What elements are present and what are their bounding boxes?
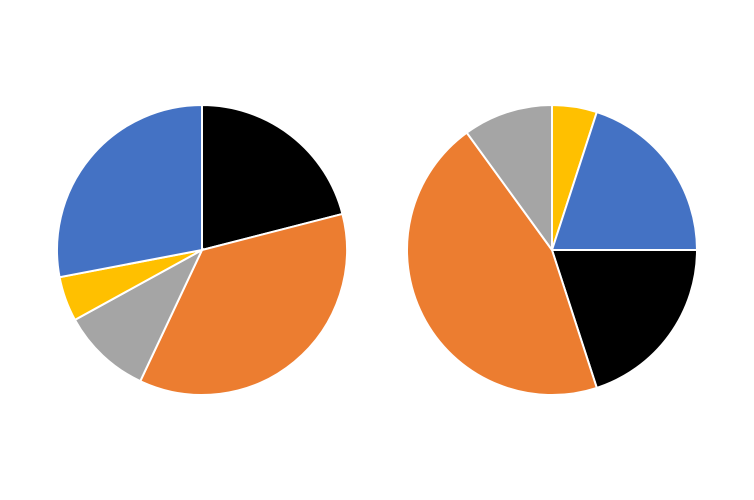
pie-svg-right (407, 105, 697, 395)
pie-chart-right (407, 105, 697, 395)
pie-svg-left (57, 105, 347, 395)
pie-slice-4 (57, 105, 202, 277)
pie-chart-left (57, 105, 347, 395)
